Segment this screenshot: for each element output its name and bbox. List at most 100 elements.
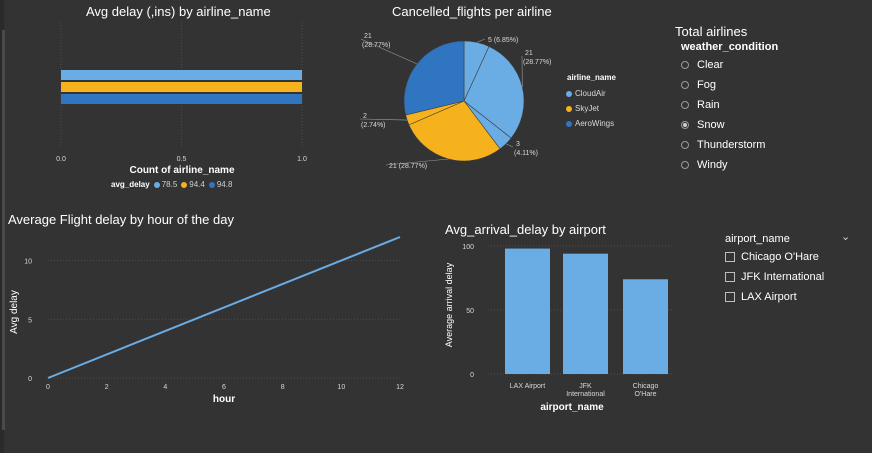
- pie-leader-line: [476, 38, 486, 43]
- chart3-y-tick: 5: [28, 317, 32, 324]
- weather-option-clear[interactable]: Clear: [681, 59, 723, 71]
- weather-option-label: Thunderstorm: [697, 139, 766, 151]
- chart1-x-tick: 0.5: [177, 156, 187, 163]
- chart3-y-tick: 10: [24, 259, 32, 266]
- weather-slicer-header: weather_condition: [681, 41, 779, 53]
- airport-option[interactable]: Chicago O'Hare: [725, 251, 819, 263]
- radio-button[interactable]: [681, 101, 689, 109]
- chart4-x-tick: LAX Airport: [510, 383, 545, 390]
- chart4-y-tick: 0: [470, 372, 474, 379]
- pie-legend-title: airline_name: [567, 73, 616, 82]
- chart3-y-tick: 0: [28, 376, 32, 383]
- legend-label: 94.8: [216, 180, 233, 189]
- pie-data-label: 2: [363, 113, 367, 120]
- chart1-x-label: Count of airline_name: [129, 165, 234, 176]
- chart1-title: Avg delay (,ins) by airline_name: [86, 4, 271, 19]
- weather-option-windy[interactable]: Windy: [681, 159, 728, 171]
- radio-button[interactable]: [681, 61, 689, 69]
- legend-dot: [566, 90, 572, 97]
- chart4-bar: [563, 253, 608, 374]
- chart3-x-tick: 10: [337, 384, 345, 391]
- legend-dot: [566, 105, 572, 112]
- chart4-y-label: Average arrival delay: [444, 262, 454, 347]
- chart4-y-tick: 50: [466, 308, 474, 315]
- radio-button[interactable]: [681, 161, 689, 169]
- pie-data-label: 5 (6.85%): [488, 37, 518, 44]
- radio-button[interactable]: [681, 81, 689, 89]
- chart4-bar: [505, 248, 550, 374]
- chart1-bar: [61, 70, 302, 80]
- airport-option[interactable]: LAX Airport: [725, 291, 797, 303]
- pie-data-label: 21: [364, 33, 372, 40]
- legend-label: CloudAir: [575, 89, 606, 98]
- weather-option-rain[interactable]: Rain: [681, 99, 720, 111]
- chart1-bar: [61, 94, 302, 104]
- bar-legend-title: avg_delay: [111, 180, 150, 189]
- checkbox[interactable]: [725, 252, 735, 262]
- pie-data-label: 21 (28.77%): [389, 163, 427, 170]
- airport-option-label: Chicago O'Hare: [741, 251, 819, 263]
- radio-button[interactable]: [681, 141, 689, 149]
- chart4-x-tick: O'Hare: [635, 391, 657, 398]
- legend-dot: [566, 120, 572, 127]
- chart1-x-tick: 0.0: [56, 156, 66, 163]
- legend-dot: [153, 181, 160, 188]
- pie-data-label: 3: [516, 141, 520, 148]
- pie-legend: CloudAir SkyJet AeroWings: [566, 86, 614, 131]
- pie-data-label-pct: (2.74%): [361, 122, 386, 129]
- weather-option-label: Windy: [697, 159, 728, 171]
- chart4-y-tick: 100: [462, 244, 474, 251]
- pie-leader-line: [359, 118, 408, 121]
- chart3-x-tick: 8: [281, 384, 285, 391]
- chart3-x-tick: 0: [46, 384, 50, 391]
- airport-slicer-header: airport_name: [725, 233, 790, 245]
- chart3-x-tick: 6: [222, 384, 226, 391]
- legend-label: SkyJet: [575, 104, 600, 113]
- pie-data-label-pct: (28.77%): [523, 59, 551, 66]
- chart3-y-label: Avg delay: [9, 290, 20, 334]
- legend-label: AeroWings: [575, 119, 615, 128]
- pie-data-label-pct: (4.11%): [514, 150, 538, 157]
- chart3-series-line: [47, 236, 401, 379]
- airport-option[interactable]: JFK International: [725, 271, 824, 283]
- airport-option-label: LAX Airport: [741, 291, 797, 303]
- chart4-bar: [623, 279, 668, 374]
- chart1-x-tick: 1.0: [297, 156, 307, 163]
- pie-leader-line: [360, 38, 417, 65]
- chart4-title: Avg_arrival_delay by airport: [445, 222, 606, 237]
- chart4-x-label: airport_name: [540, 402, 604, 413]
- chart4-x-tick: JFK: [579, 383, 592, 390]
- bar-legend: avg_delay 78.5 94.4 94.8: [111, 180, 232, 189]
- pie-legend-item[interactable]: SkyJet: [566, 101, 614, 116]
- pie-legend-item[interactable]: AeroWings: [566, 116, 614, 131]
- legend-dot: [208, 181, 215, 188]
- chevron-down-icon[interactable]: ⌄: [841, 231, 851, 243]
- checkbox[interactable]: [725, 292, 735, 302]
- weather-option-snow[interactable]: Snow: [681, 119, 725, 131]
- weather-option-thunderstorm[interactable]: Thunderstorm: [681, 139, 765, 151]
- chart2-title: Cancelled_flights per airline: [392, 4, 552, 19]
- weather-option-label: Clear: [697, 59, 724, 71]
- chart3-x-tick: 4: [163, 384, 167, 391]
- radio-button[interactable]: [681, 121, 689, 129]
- chart3-title: Average Flight delay by hour of the day: [8, 212, 234, 227]
- chart4-x-tick: Chicago: [633, 383, 659, 390]
- chart1-bar: [61, 82, 302, 92]
- chart3-x-tick: 2: [105, 384, 109, 391]
- legend-dot: [181, 181, 188, 188]
- weather-option-label: Snow: [697, 119, 725, 131]
- checkbox[interactable]: [725, 272, 735, 282]
- vertical-scrollbar[interactable]: [2, 30, 5, 430]
- legend-label: 78.5: [161, 180, 178, 189]
- legend-label: 94.4: [189, 180, 205, 189]
- chart3-x-label: hour: [213, 394, 235, 405]
- airport-option-label: JFK International: [741, 271, 825, 283]
- pie-slice: [463, 46, 525, 139]
- pie-legend-item[interactable]: CloudAir: [566, 86, 614, 101]
- pie-slice: [408, 100, 501, 162]
- weather-option-fog[interactable]: Fog: [681, 79, 716, 91]
- weather-option-label: Rain: [697, 99, 720, 111]
- pie-slice: [403, 40, 465, 116]
- chart4-x-tick: International: [566, 391, 605, 398]
